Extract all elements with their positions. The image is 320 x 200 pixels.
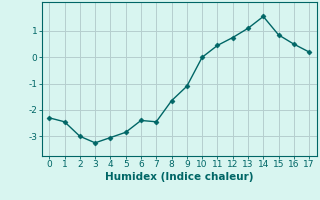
X-axis label: Humidex (Indice chaleur): Humidex (Indice chaleur): [105, 172, 253, 182]
